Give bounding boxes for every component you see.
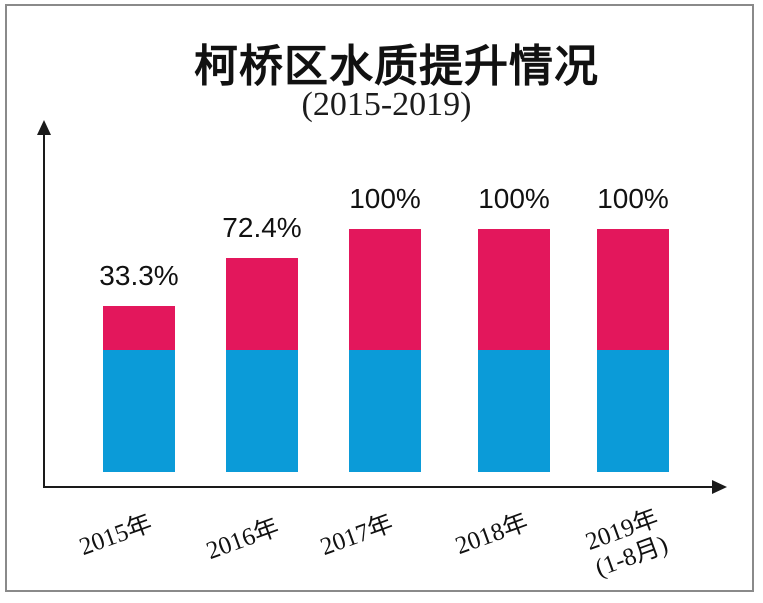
bar-value-label: 100% bbox=[349, 183, 421, 214]
bar-value-label: 100% bbox=[478, 183, 550, 214]
bar-2015年 bbox=[103, 306, 175, 472]
x-axis-line bbox=[43, 486, 712, 488]
bar-segment-bottom bbox=[349, 350, 421, 472]
y-axis-line bbox=[43, 133, 45, 487]
bar-2018年 bbox=[478, 229, 550, 472]
bar-2016年 bbox=[226, 258, 298, 472]
bar-value-label: 100% bbox=[597, 183, 669, 214]
chart-frame-border bbox=[5, 4, 754, 592]
bar-segment-top bbox=[597, 229, 669, 350]
bar-segment-bottom bbox=[478, 350, 550, 472]
bar-2017年 bbox=[349, 229, 421, 472]
bar-value-label: 33.3% bbox=[99, 260, 179, 291]
bar-segment-top bbox=[103, 306, 175, 350]
x-axis-arrow-icon bbox=[712, 480, 727, 494]
bar-segment-top bbox=[349, 229, 421, 350]
chart-subtitle: (2015-2019) bbox=[301, 86, 472, 123]
y-axis-arrow-icon bbox=[37, 120, 51, 135]
bar-value-label: 72.4% bbox=[222, 212, 302, 243]
bar-segment-top bbox=[478, 229, 550, 350]
bar-segment-top bbox=[226, 258, 298, 350]
bar-2019年(1-8月) bbox=[597, 229, 669, 472]
bar-segment-bottom bbox=[103, 350, 175, 472]
bar-segment-bottom bbox=[226, 350, 298, 472]
chart-title: 柯桥区水质提升情况 bbox=[194, 42, 599, 91]
bar-segment-bottom bbox=[597, 350, 669, 472]
